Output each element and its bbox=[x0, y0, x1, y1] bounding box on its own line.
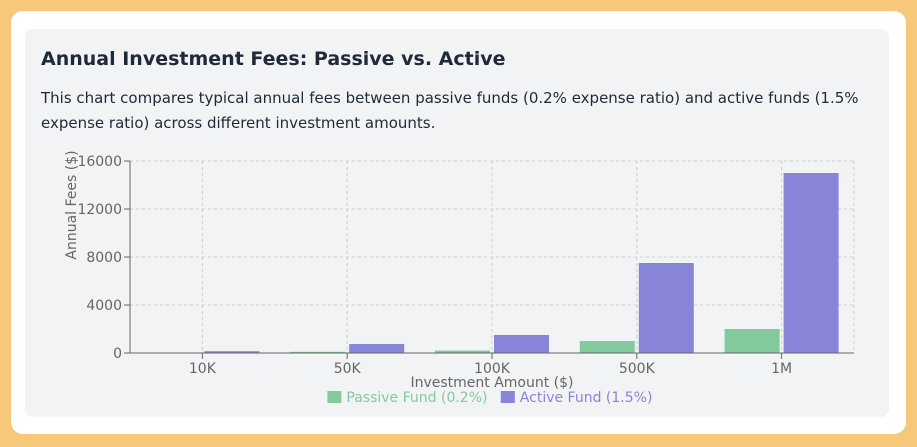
y-axis-title: Annual Fees ($) bbox=[64, 150, 80, 259]
bar-chart: 0 4000 8000 12000 16000 10K 50K 100K 500K 1M Inves… bbox=[64, 150, 855, 406]
legend-label-passive: Passive Fund (0.2%) bbox=[346, 390, 487, 406]
y-tick-label: 8000 bbox=[86, 250, 122, 266]
x-tick-label: 1M bbox=[771, 361, 792, 377]
x-tick-label: 10K bbox=[189, 361, 217, 377]
x-tick-label: 50K bbox=[334, 361, 362, 377]
bar-active-100k bbox=[494, 335, 549, 353]
y-tick-label: 4000 bbox=[86, 298, 122, 314]
x-tick-label: 100K bbox=[474, 361, 511, 377]
y-tick-label: 12000 bbox=[77, 202, 122, 218]
page-title: Annual Investment Fees: Passive vs. Acti… bbox=[41, 48, 506, 70]
y-tick-label: 16000 bbox=[77, 154, 122, 170]
outer-frame: Annual Investment Fees: Passive vs. Acti… bbox=[11, 11, 906, 434]
bar-passive-100k bbox=[435, 350, 490, 353]
bar-passive-500k bbox=[579, 341, 635, 353]
legend-swatch-passive bbox=[327, 391, 342, 403]
y-tick-label: 0 bbox=[113, 346, 122, 362]
bar-active-50k bbox=[349, 344, 405, 353]
bar-active-500k bbox=[638, 263, 694, 353]
bar-active-10k bbox=[204, 351, 260, 353]
legend-swatch-active bbox=[500, 391, 515, 403]
legend-label-active: Active Fund (1.5%) bbox=[520, 390, 653, 406]
bar-active-1m bbox=[783, 173, 839, 353]
x-axis-title: Investment Amount ($) bbox=[410, 375, 573, 391]
x-tick-label: 500K bbox=[619, 361, 656, 377]
bar-passive-1m bbox=[724, 329, 780, 353]
chart-card: Annual Investment Fees: Passive vs. Acti… bbox=[25, 29, 889, 417]
bar-passive-50k bbox=[290, 351, 346, 353]
chart-description: This chart compares typical annual fees … bbox=[41, 89, 859, 132]
